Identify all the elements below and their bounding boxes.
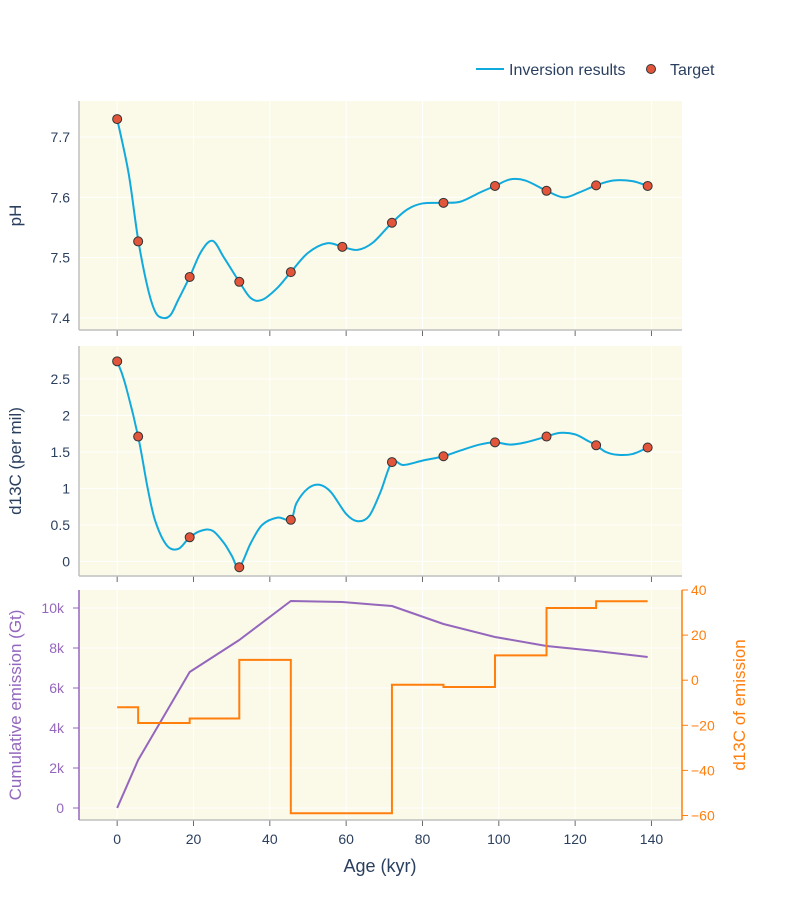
y-tick-label: 1	[62, 480, 70, 496]
target-marker	[112, 356, 123, 367]
x-tick-label: 100	[487, 831, 511, 847]
target-marker	[541, 431, 552, 442]
x-tick-label: 60	[338, 831, 354, 847]
y-tick-label: 0	[56, 800, 64, 816]
panel-d13c: 0 0.5 1 1.5 2 2.5 d13C (per mil)	[6, 346, 682, 582]
target-marker	[184, 271, 195, 282]
cumulative-emission-line	[116, 600, 648, 809]
y2-tick-label: −60	[691, 807, 715, 823]
y2-tick-label: −20	[691, 717, 715, 733]
legend-marker-swatch	[646, 64, 656, 74]
y2-tick-label: 40	[691, 582, 707, 598]
target-marker	[285, 267, 296, 278]
x-tick-label: 140	[640, 831, 664, 847]
plot-background	[79, 101, 682, 330]
target-marker	[438, 451, 449, 462]
target-marker	[234, 562, 245, 573]
y-tick-label: 4k	[49, 720, 65, 736]
target-marker	[438, 197, 449, 208]
target-marker	[337, 241, 348, 252]
y-tick-label: 8k	[49, 640, 65, 656]
target-marker	[591, 440, 602, 451]
x-tick-label: 20	[186, 831, 202, 847]
panels: 7.4 7.5 7.6 7.7 pH 0 0.5 1 1.5 2 2.5 d13C (per mil)…	[6, 101, 749, 847]
target-marker	[184, 532, 195, 543]
y-tick-label: 7.5	[51, 250, 71, 266]
target-marker	[489, 180, 500, 191]
target-marker	[642, 442, 653, 453]
target-marker	[234, 276, 245, 287]
target-marker	[112, 114, 123, 125]
legend-label-inversion: Inversion results	[509, 62, 626, 79]
y-tick-label: 10k	[41, 600, 65, 616]
target-marker	[285, 514, 296, 525]
y-tick-label: 2.5	[51, 371, 71, 387]
plot-background	[79, 346, 682, 576]
y-tick-label: 1.5	[51, 444, 71, 460]
plot-background	[79, 590, 682, 820]
legend: Inversion results Target	[476, 62, 715, 79]
y-tick-label: 6k	[49, 680, 65, 696]
target-marker	[541, 185, 552, 196]
y2-tick-label: 20	[691, 627, 707, 643]
target-marker	[489, 437, 500, 448]
panel-emission: 0 20 40 60 80 100 120 140 0 2k 4k 6k 8k 10k Cumulative…	[6, 582, 749, 847]
x-tick-label: 0	[113, 831, 121, 847]
target-marker	[642, 180, 653, 191]
x-axis-title: Age (kyr)	[343, 856, 416, 876]
target-marker	[591, 180, 602, 191]
y-tick-label: 7.4	[51, 310, 71, 326]
target-marker	[386, 217, 397, 228]
x-tick-label: 80	[415, 831, 431, 847]
x-tick-label: 40	[262, 831, 278, 847]
target-marker	[386, 457, 397, 468]
y-axis-title: d13C (per mil)	[6, 407, 25, 515]
y-tick-label: 0	[62, 553, 70, 569]
panel-ph: 7.4 7.5 7.6 7.7 pH	[6, 101, 682, 336]
y2-tick-label: −40	[691, 762, 715, 778]
y-axis-title: Cumulative emission (Gt)	[6, 610, 25, 801]
y-tick-label: 2	[62, 407, 70, 423]
y-tick-label: 7.7	[51, 129, 71, 145]
emission-d13c-step-line	[117, 600, 648, 815]
y-tick-label: 2k	[49, 760, 65, 776]
legend-label-target: Target	[670, 62, 715, 79]
x-tick-label: 120	[563, 831, 587, 847]
y-axis-title: pH	[6, 205, 25, 227]
y-tick-label: 7.6	[51, 189, 71, 205]
y2-axis-title: d13C of emission	[730, 639, 749, 770]
target-marker	[133, 236, 144, 247]
y-tick-label: 0.5	[51, 517, 71, 533]
y2-tick-label: 0	[691, 672, 699, 688]
target-marker	[133, 431, 144, 442]
